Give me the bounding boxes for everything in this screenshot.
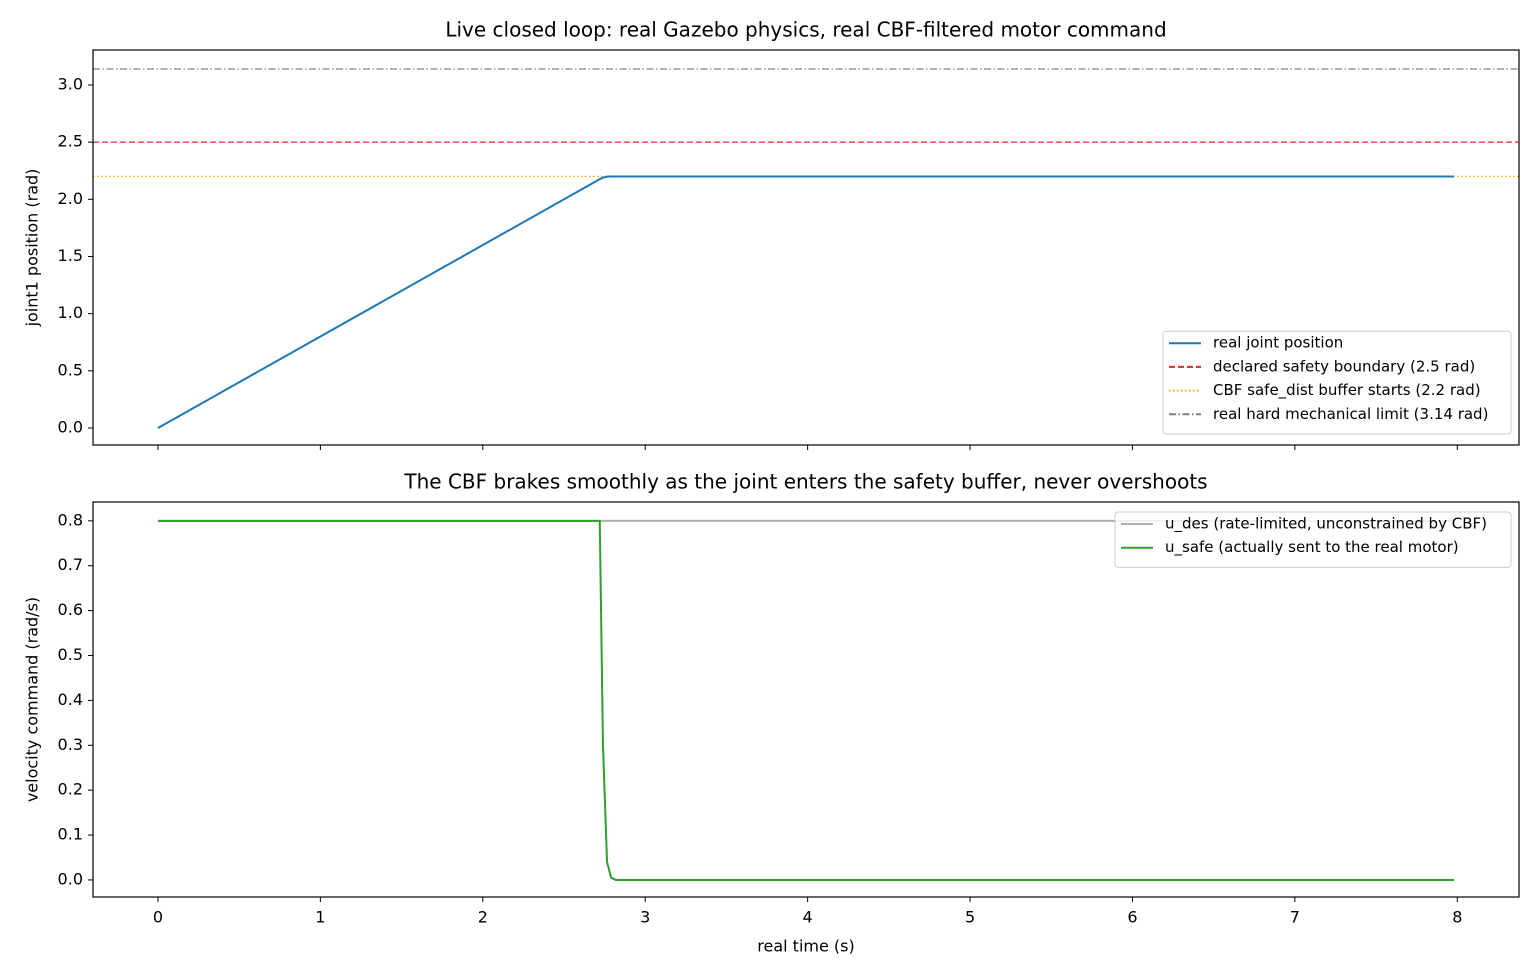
y-axis-label: velocity command (rad/s)	[23, 597, 42, 802]
y-tick-label: 3.0	[58, 74, 83, 93]
y-tick-label: 0.0	[58, 869, 83, 888]
x-tick-label: 4	[803, 908, 813, 927]
legend-label: u_des (rate-limited, unconstrained by CB…	[1165, 515, 1487, 534]
y-tick-label: 0.3	[58, 735, 83, 754]
y-tick-label: 2.5	[58, 132, 83, 151]
data-line	[157, 519, 1455, 881]
legend-label: real joint position	[1213, 334, 1343, 352]
x-tick-label: 5	[965, 908, 975, 927]
x-tick-label: 1	[315, 908, 325, 927]
legend-label: CBF safe_dist buffer starts (2.2 rad)	[1213, 381, 1481, 400]
x-tick-label: 3	[640, 908, 650, 927]
x-tick-label: 2	[478, 908, 488, 927]
x-tick-label: 7	[1290, 908, 1300, 927]
x-axis-label: real time (s)	[757, 937, 854, 956]
y-tick-label: 1.0	[58, 303, 83, 322]
x-tick-label: 0	[153, 908, 163, 927]
y-axis-label: joint1 position (rad)	[23, 169, 42, 328]
y-tick-label: 0.5	[58, 645, 83, 664]
chart-title: The CBF brakes smoothly as the joint ent…	[403, 470, 1207, 494]
x-tick-label: 6	[1127, 908, 1137, 927]
axes-frame	[92, 501, 1520, 898]
legend-label: u_safe (actually sent to the real motor)	[1165, 538, 1459, 557]
y-tick-label: 0.2	[58, 780, 83, 799]
y-tick-label: 0.4	[58, 690, 83, 709]
y-tick-label: 0.7	[58, 555, 83, 574]
data-line	[157, 175, 1455, 429]
y-tick-label: 0.0	[58, 417, 83, 436]
y-tick-label: 0.6	[58, 600, 83, 619]
chart-title: Live closed loop: real Gazebo physics, r…	[445, 18, 1166, 42]
y-tick-label: 0.8	[58, 510, 83, 529]
y-tick-label: 1.5	[58, 246, 83, 265]
y-tick-label: 0.5	[58, 360, 83, 379]
legend-box	[1114, 511, 1512, 568]
y-tick-label: 0.1	[58, 825, 83, 844]
y-tick-label: 2.0	[58, 189, 83, 208]
axes-frame	[92, 49, 1520, 446]
legend-label: real hard mechanical limit (3.14 rad)	[1213, 405, 1488, 423]
legend: u_des (rate-limited, unconstrained by CB…	[1114, 511, 1512, 568]
legend: real joint position declared safety bound…	[1162, 330, 1512, 435]
legend-label: declared safety boundary (2.5 rad)	[1213, 357, 1475, 375]
x-tick-label: 8	[1452, 908, 1462, 927]
legend-box	[1162, 330, 1512, 435]
